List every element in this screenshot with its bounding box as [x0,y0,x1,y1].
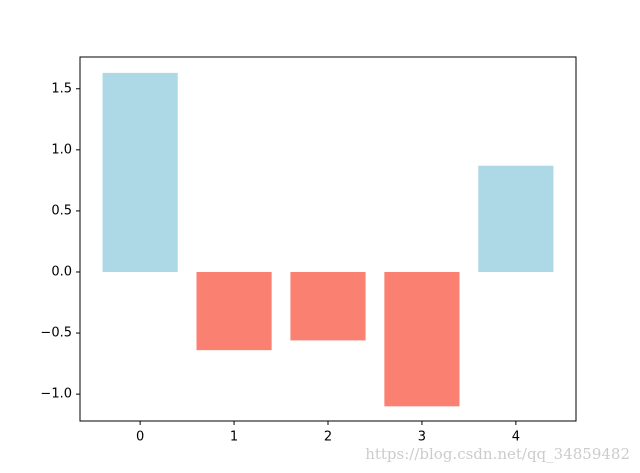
x-tick-label: 1 [230,430,238,445]
y-tick-label: 1.5 [51,81,72,96]
bar [478,165,554,272]
watermark: https://blog.csdn.net/qq_34859482 [365,445,630,463]
bar [290,271,366,341]
x-tick-label: 3 [418,430,426,445]
y-tick-label: −1.0 [40,387,72,402]
y-tick-label: 1.0 [51,142,72,157]
y-tick-label: −0.5 [40,326,72,341]
y-tick-label: 0.0 [51,264,72,279]
x-tick-label: 0 [136,430,144,445]
bar [196,271,272,351]
bar [102,72,178,272]
x-tick-label: 4 [512,430,520,445]
bar [384,271,460,407]
y-tick-label: 0.5 [51,203,72,218]
x-tick-label: 2 [324,430,332,445]
